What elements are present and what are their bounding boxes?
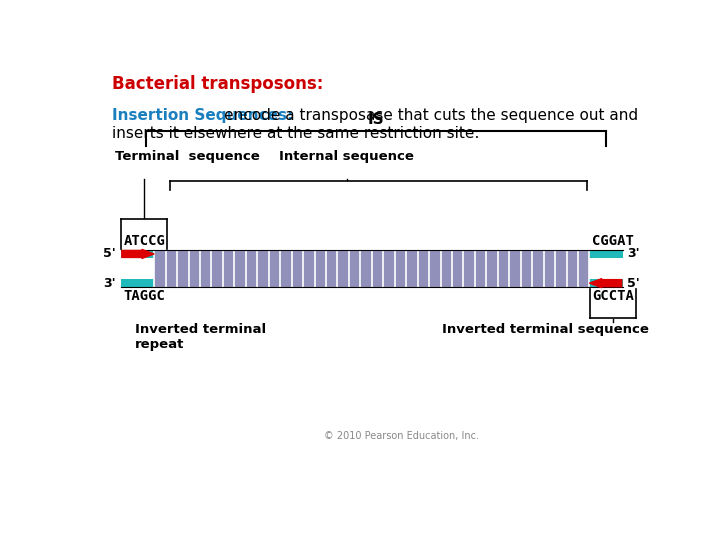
Text: CGGAT: CGGAT xyxy=(593,234,634,248)
Text: TAGGC: TAGGC xyxy=(124,289,166,303)
Text: 3': 3' xyxy=(104,276,116,289)
Bar xyxy=(154,250,590,287)
Bar xyxy=(590,250,623,258)
Bar xyxy=(121,279,154,287)
Text: Inverted terminal sequence: Inverted terminal sequence xyxy=(441,322,649,335)
Text: 5': 5' xyxy=(627,276,640,289)
Bar xyxy=(121,250,154,258)
FancyArrow shape xyxy=(590,279,622,288)
Text: GCCTA: GCCTA xyxy=(593,289,634,303)
Text: 5': 5' xyxy=(104,247,116,260)
Bar xyxy=(590,279,623,287)
Text: © 2010 Pearson Education, Inc.: © 2010 Pearson Education, Inc. xyxy=(324,431,480,441)
Text: Terminal  sequence: Terminal sequence xyxy=(115,150,260,163)
Text: Inverted terminal
repeat: Inverted terminal repeat xyxy=(135,322,266,350)
Text: encode a transposase that cuts the sequence out and
inserts it elsewhere at the : encode a transposase that cuts the seque… xyxy=(112,109,639,141)
Text: Bacterial transposons:: Bacterial transposons: xyxy=(112,75,324,93)
Text: IS: IS xyxy=(368,112,384,127)
Text: ATCCG: ATCCG xyxy=(124,234,166,248)
Text: 3': 3' xyxy=(627,247,640,260)
Text: Internal sequence: Internal sequence xyxy=(279,150,414,163)
Text: Insertion Sequences:: Insertion Sequences: xyxy=(112,109,294,124)
FancyArrow shape xyxy=(122,249,154,259)
